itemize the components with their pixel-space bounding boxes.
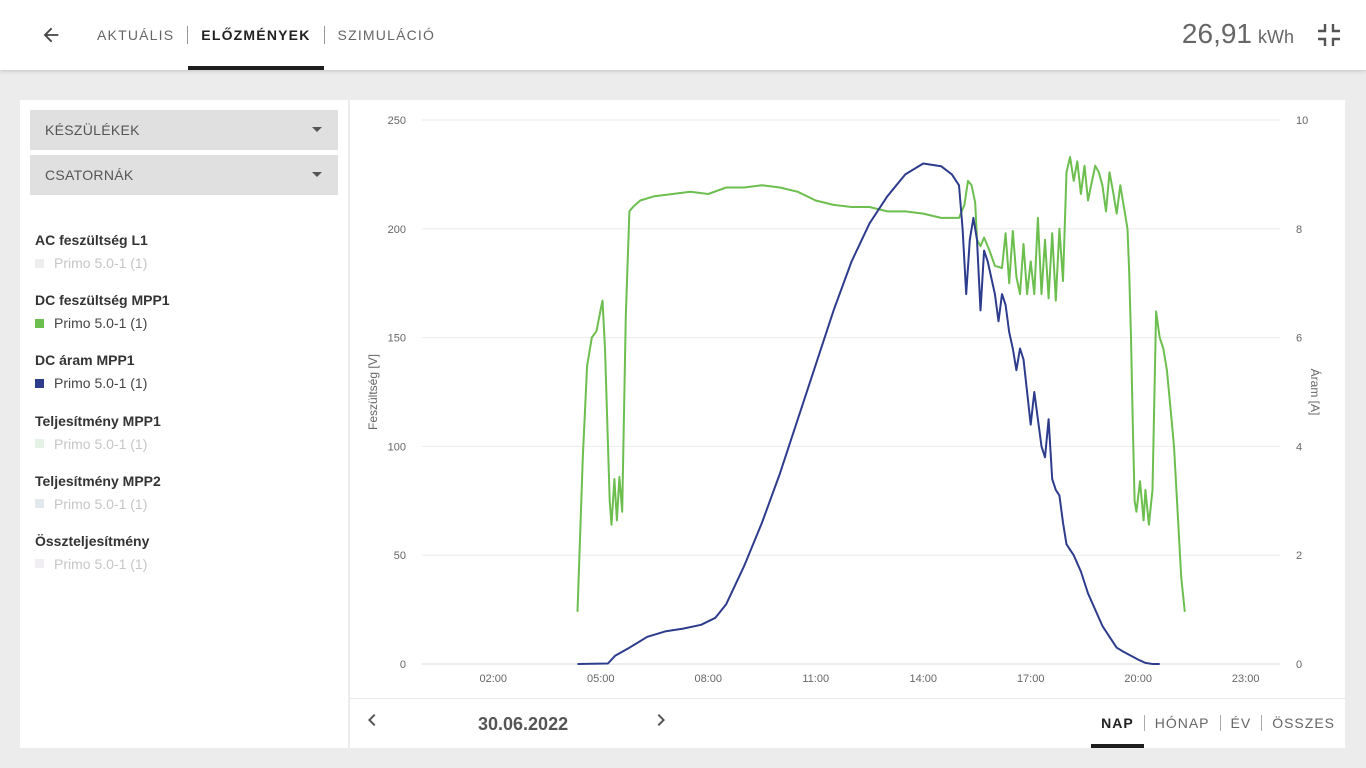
previous-day-button[interactable] bbox=[360, 708, 400, 748]
legend-group: Összteljesítmény Primo 5.0-1 (1) bbox=[35, 531, 335, 591]
x-tick-label: 08:00 bbox=[694, 673, 722, 685]
y-left-tick-label: 0 bbox=[400, 659, 406, 671]
chevron-right-icon bbox=[657, 714, 665, 726]
legend-device-label: Primo 5.0-1 (1) bbox=[54, 495, 148, 512]
y-right-tick-label: 6 bbox=[1296, 333, 1302, 345]
legend-channel-title: DC feszültség MPP1 bbox=[35, 292, 170, 309]
channels-dropdown-label: CSATORNÁK bbox=[45, 167, 134, 183]
legend-device-label: Primo 5.0-1 (1) bbox=[54, 315, 148, 332]
legend-device-label: Primo 5.0-1 (1) bbox=[54, 555, 148, 572]
y-right-tick-label: 2 bbox=[1296, 550, 1302, 562]
period-month[interactable]: HÓNAP bbox=[1154, 715, 1210, 731]
sidebar: KÉSZÜLÉKEK CSATORNÁK AC feszültség L1 Pri… bbox=[20, 100, 348, 748]
channel-legend: AC feszültség L1 Primo 5.0-1 (1) DC feszül… bbox=[35, 230, 335, 591]
legend-swatch bbox=[35, 318, 44, 328]
legend-device-label: Primo 5.0-1 (1) bbox=[54, 255, 148, 271]
y-right-tick-label: 4 bbox=[1296, 441, 1302, 453]
energy-unit: kWh bbox=[1258, 27, 1294, 47]
legend-group: DC feszültség MPP1 Primo 5.0-1 (1) bbox=[35, 290, 335, 350]
y-right-axis-label: Áram [A] bbox=[1308, 369, 1323, 416]
period-divider bbox=[1219, 715, 1221, 731]
legend-swatch bbox=[35, 258, 44, 268]
legend-group: AC feszültség L1 Primo 5.0-1 (1) bbox=[35, 230, 335, 290]
legend-device-toggle[interactable]: Primo 5.0-1 (1) bbox=[35, 310, 335, 336]
legend-swatch bbox=[35, 378, 44, 388]
period-day[interactable]: NAP bbox=[1091, 698, 1144, 748]
history-chart: 0 50 100 150 200 250 0 2 4 6 8 10 02:00 05:00 08:00 11:… bbox=[366, 115, 1323, 685]
x-tick-label: 23:00 bbox=[1232, 673, 1260, 685]
x-tick-label: 20:00 bbox=[1124, 673, 1152, 685]
y-left-tick-label: 100 bbox=[388, 441, 406, 453]
date-label: 30.06.2022 bbox=[478, 714, 569, 734]
legend-group: Teljesítmény MPP1 Primo 5.0-1 (1) bbox=[35, 411, 335, 471]
y-right-tick-label: 8 bbox=[1296, 224, 1302, 236]
legend-channel-title: Teljesítmény MPP2 bbox=[35, 472, 161, 489]
main-tabs: AKTUÁLIS ELŐZMÉNYEK SZIMULÁCIÓ bbox=[84, 0, 448, 70]
legend-channel-title: Teljesítmény MPP1 bbox=[35, 412, 161, 429]
period-all[interactable]: ÖSSZES bbox=[1272, 715, 1335, 731]
arrow-left-icon bbox=[43, 27, 59, 43]
tab-aktualis[interactable]: AKTUÁLIS bbox=[97, 27, 175, 43]
dc-voltage-mpp1-line bbox=[576, 156, 1186, 612]
x-tick-label: 05:00 bbox=[587, 673, 615, 685]
x-tick-label: 02:00 bbox=[479, 673, 507, 685]
y-left-tick-label: 50 bbox=[394, 550, 406, 562]
legend-channel-title: Összteljesítmény bbox=[35, 532, 150, 549]
legend-device-label: Primo 5.0-1 (1) bbox=[54, 435, 148, 452]
tab-divider bbox=[323, 26, 325, 44]
y-left-tick-label: 150 bbox=[388, 333, 406, 345]
legend-swatch bbox=[35, 559, 44, 569]
legend-device-toggle[interactable]: Primo 5.0-1 (1) bbox=[35, 431, 335, 457]
tab-elozmenyek[interactable]: ELŐZMÉNYEK bbox=[188, 0, 324, 70]
chart-panel: 0 50 100 150 200 250 0 2 4 6 8 10 02:00 05:00 08:00 11:… bbox=[350, 100, 1345, 748]
dc-current-mpp1-line bbox=[577, 162, 1160, 665]
top-bar: AKTUÁLIS ELŐZMÉNYEK SZIMULÁCIÓ 26,91 kWh bbox=[0, 0, 1366, 70]
legend-device-toggle[interactable]: Primo 5.0-1 (1) bbox=[35, 370, 335, 396]
period-divider bbox=[1261, 715, 1263, 731]
next-day-button[interactable] bbox=[649, 708, 689, 748]
legend-swatch bbox=[35, 439, 44, 449]
legend-swatch bbox=[35, 499, 44, 509]
period-selector: NAP HÓNAP ÉV ÖSSZES bbox=[1091, 698, 1345, 748]
period-year[interactable]: ÉV bbox=[1230, 715, 1252, 731]
fullscreen-exit-icon bbox=[1318, 24, 1340, 46]
legend-group: DC áram MPP1 Primo 5.0-1 (1) bbox=[35, 350, 335, 410]
channels-dropdown[interactable]: CSATORNÁK bbox=[30, 155, 338, 195]
legend-device-label: Primo 5.0-1 (1) bbox=[54, 375, 148, 392]
tab-divider bbox=[187, 26, 189, 44]
legend-device-toggle[interactable]: Primo 5.0-1 (1) bbox=[35, 551, 335, 577]
y-left-tick-label: 250 bbox=[388, 115, 406, 127]
tab-szimulacio[interactable]: SZIMULÁCIÓ bbox=[337, 27, 436, 43]
caret-down-icon bbox=[312, 172, 322, 177]
y-right-tick-label: 10 bbox=[1296, 115, 1308, 127]
legend-channel-title: AC feszültség L1 bbox=[35, 232, 148, 248]
collapse-button[interactable] bbox=[1314, 20, 1344, 50]
chevron-left-icon bbox=[368, 714, 376, 726]
devices-dropdown[interactable]: KÉSZÜLÉKEK bbox=[30, 110, 338, 150]
y-right-tick-label: 0 bbox=[1296, 659, 1302, 671]
devices-dropdown-label: KÉSZÜLÉKEK bbox=[45, 122, 140, 138]
energy-value: 26,91 bbox=[1181, 18, 1252, 49]
period-divider bbox=[1143, 715, 1145, 731]
legend-device-toggle[interactable]: Primo 5.0-1 (1) bbox=[35, 491, 335, 517]
y-left-tick-label: 200 bbox=[388, 224, 406, 236]
footer-divider bbox=[350, 698, 1345, 699]
caret-down-icon bbox=[312, 127, 322, 132]
legend-channel-title: DC áram MPP1 bbox=[35, 352, 135, 369]
back-button[interactable] bbox=[34, 18, 68, 52]
x-tick-label: 11:00 bbox=[802, 673, 829, 685]
legend-device-toggle[interactable]: Primo 5.0-1 (1) bbox=[35, 250, 335, 276]
legend-group: Teljesítmény MPP2 Primo 5.0-1 (1) bbox=[35, 471, 335, 531]
energy-total: 26,91 kWh bbox=[1182, 18, 1294, 50]
y-left-axis-label: Feszültség [V] bbox=[366, 354, 380, 430]
x-tick-label: 14:00 bbox=[909, 673, 937, 685]
x-tick-label: 17:00 bbox=[1017, 673, 1045, 685]
